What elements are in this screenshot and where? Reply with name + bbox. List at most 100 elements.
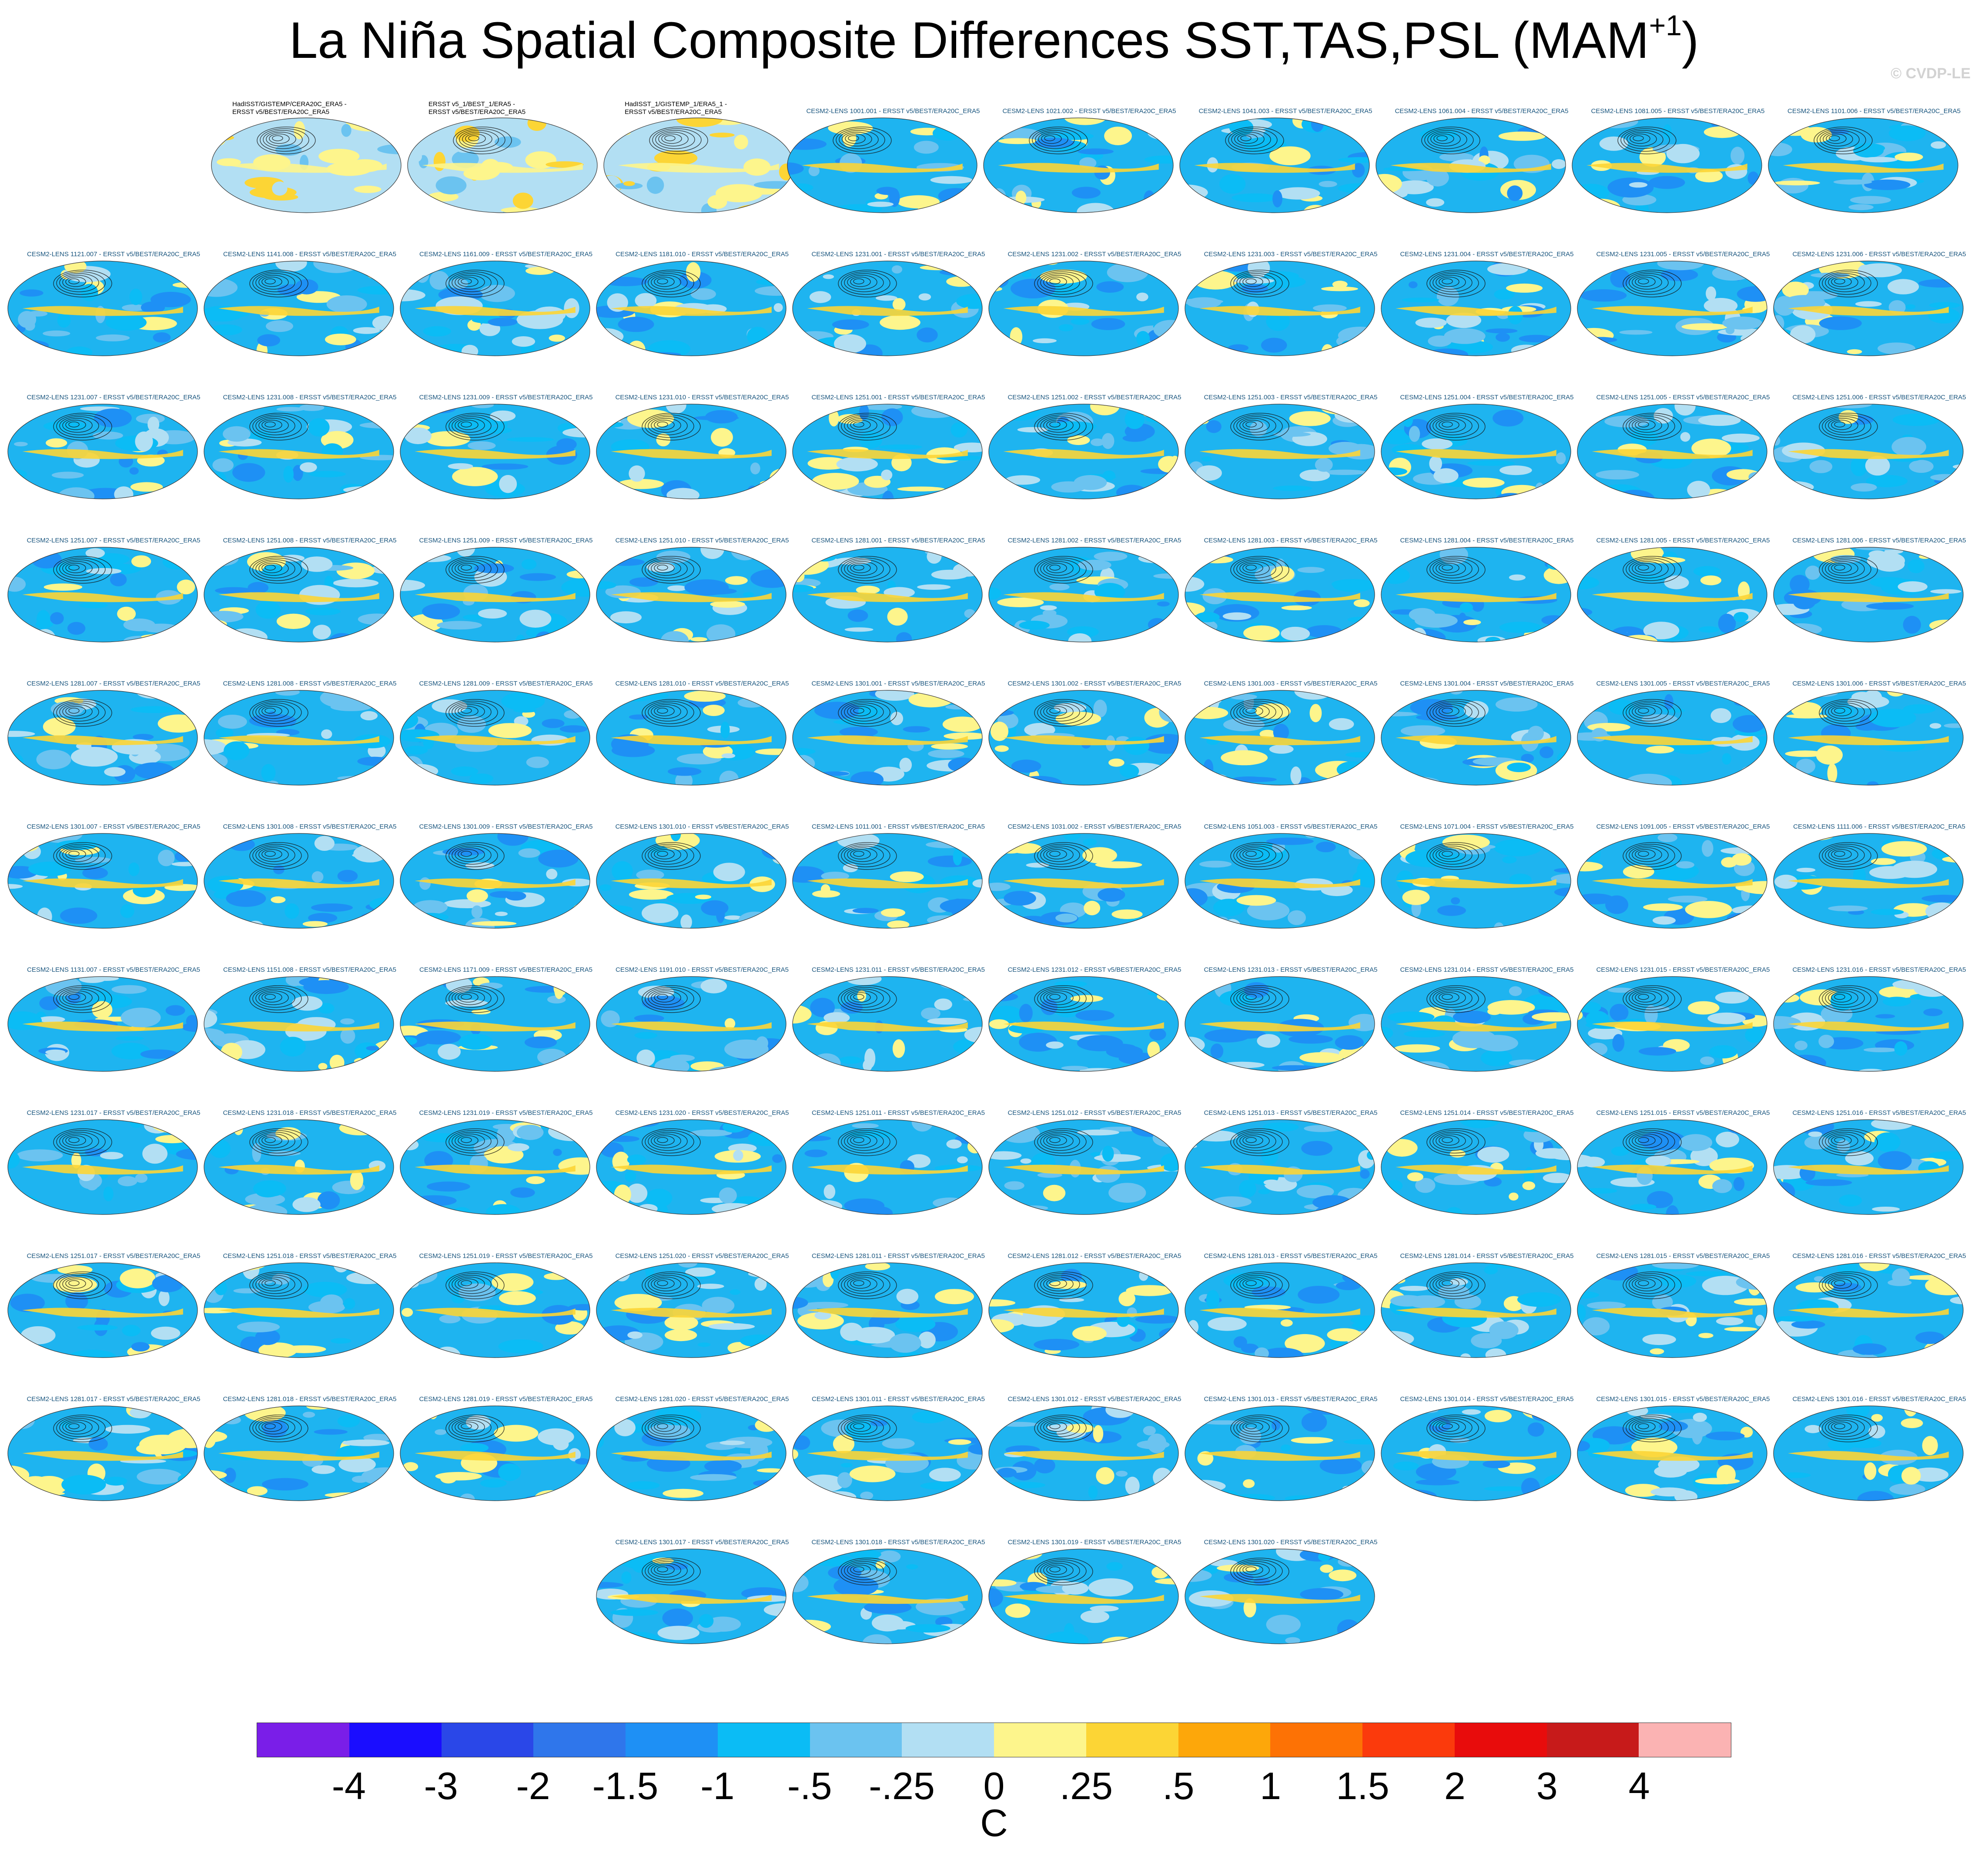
anomaly-patch (1774, 1485, 1793, 1498)
psl-contour (853, 1137, 864, 1143)
anomaly-patch (400, 1348, 413, 1358)
anomaly-patch (1084, 900, 1101, 916)
psl-contour (1442, 1423, 1453, 1429)
map-outline (204, 1262, 394, 1358)
psl-contour (1429, 558, 1479, 581)
anomaly-patch (1422, 438, 1453, 450)
psl-contour (59, 846, 99, 865)
anomaly-patch (808, 165, 820, 177)
anomaly-patch (445, 1000, 488, 1007)
psl-contour (255, 416, 295, 435)
colorbar-swatch (810, 1723, 902, 1757)
anomaly-patch (1937, 833, 1952, 837)
psl-contour (252, 844, 302, 867)
anomaly-patch (1540, 916, 1557, 928)
anomaly-patch (1903, 704, 1936, 714)
anomaly-patch (829, 118, 839, 123)
anomaly-patch (793, 1412, 808, 1432)
anomaly-patch (964, 609, 976, 618)
panel-label: CESM2-LENS 1301.017 - ERSST v5/BEST/ERA2… (615, 1539, 789, 1546)
psl-contour (1049, 851, 1061, 857)
panel-map (204, 833, 394, 929)
anomaly-patch (1577, 1441, 1590, 1452)
map-outline (1185, 833, 1375, 929)
psl-contour (65, 1278, 86, 1289)
psl-contour (1828, 1277, 1858, 1291)
psl-contour (853, 851, 864, 857)
anomaly-patch (526, 1176, 545, 1184)
map-outline (792, 261, 983, 356)
anomaly-patch (479, 982, 503, 989)
psl-contour (1632, 704, 1662, 719)
anomaly-patch (1625, 773, 1672, 785)
map-outline (1577, 404, 1767, 499)
anomaly-patch (318, 1063, 328, 1070)
anomaly-patch (1236, 895, 1276, 906)
equatorial-anomaly (1396, 1308, 1556, 1318)
anomaly-patch (1712, 1179, 1732, 1193)
colorbar-swatch (1639, 1723, 1731, 1757)
panel-map (1381, 1119, 1571, 1215)
panel-label: CESM2-LENS 1071.004 - ERSST v5/BEST/ERA2… (1400, 823, 1574, 830)
anomaly-patch (1043, 1184, 1066, 1201)
anomaly-patch (1199, 860, 1232, 868)
equatorial-anomaly (22, 1021, 183, 1032)
anomaly-patch (331, 1338, 351, 1344)
anomaly-patch (1355, 982, 1375, 990)
psl-contour (65, 1422, 86, 1432)
map-outline (596, 547, 786, 642)
anomaly-patch (1485, 637, 1501, 642)
anomaly-patch (1733, 612, 1749, 622)
anomaly-patch (1924, 1488, 1963, 1501)
anomaly-patch (135, 432, 153, 452)
anomaly-patch (1072, 1326, 1107, 1341)
anomaly-patch (1487, 1000, 1535, 1015)
anomaly-patch (1623, 865, 1654, 879)
panel-label: HadISST_1/GISTEMP_1/ERA5_1 - ERSST v5/BE… (625, 100, 727, 116)
psl-contour (1828, 418, 1858, 433)
anomaly-patch (971, 1058, 982, 1063)
psl-contour (1230, 556, 1289, 584)
map-outline (1773, 976, 1964, 1072)
panel-label: CESM2-LENS 1281.011 - ERSST v5/BEST/ERA2… (812, 1252, 985, 1260)
anomaly-patch (1061, 1268, 1082, 1285)
anomaly-patch (834, 334, 867, 353)
psl-contour (1825, 703, 1865, 722)
psl-contour (1043, 418, 1074, 433)
psl-contour (255, 559, 295, 579)
equatorial-anomaly (1003, 1451, 1164, 1461)
anomaly-patch (422, 603, 460, 620)
psl-contour (1037, 271, 1087, 295)
anomaly-patch (891, 265, 903, 274)
psl-contour (1242, 1565, 1263, 1575)
panel-map (7, 261, 198, 356)
psl-contour (844, 703, 884, 722)
anomaly-patch (1158, 456, 1178, 473)
anomaly-patch (82, 867, 108, 879)
anomaly-patch (1376, 193, 1398, 199)
map-outline (1773, 833, 1964, 929)
anomaly-patch (204, 739, 227, 756)
map-outline (1577, 1119, 1767, 1215)
psl-contour (68, 565, 80, 571)
map-outline (1773, 1405, 1964, 1501)
anomaly-patch (1652, 1294, 1673, 1310)
psl-contour (1635, 706, 1656, 716)
psl-contour (1242, 1422, 1263, 1432)
anomaly-patch (1088, 1578, 1134, 1597)
anomaly-patch (856, 585, 880, 594)
anomaly-patch (474, 563, 514, 573)
anomaly-patch (1795, 1282, 1834, 1293)
anomaly-patch (569, 1205, 588, 1214)
anomaly-patch (1454, 1294, 1481, 1309)
anomaly-patch (367, 269, 384, 279)
psl-contour (452, 416, 492, 435)
anomaly-patch (1799, 704, 1818, 715)
psl-contour (1828, 847, 1858, 862)
psl-contour (56, 415, 106, 438)
map-outline (1773, 690, 1964, 786)
map-outline (596, 976, 786, 1072)
panel-map (1773, 547, 1964, 642)
anomaly-patch (1871, 858, 1896, 865)
equatorial-anomaly (1788, 1021, 1949, 1032)
